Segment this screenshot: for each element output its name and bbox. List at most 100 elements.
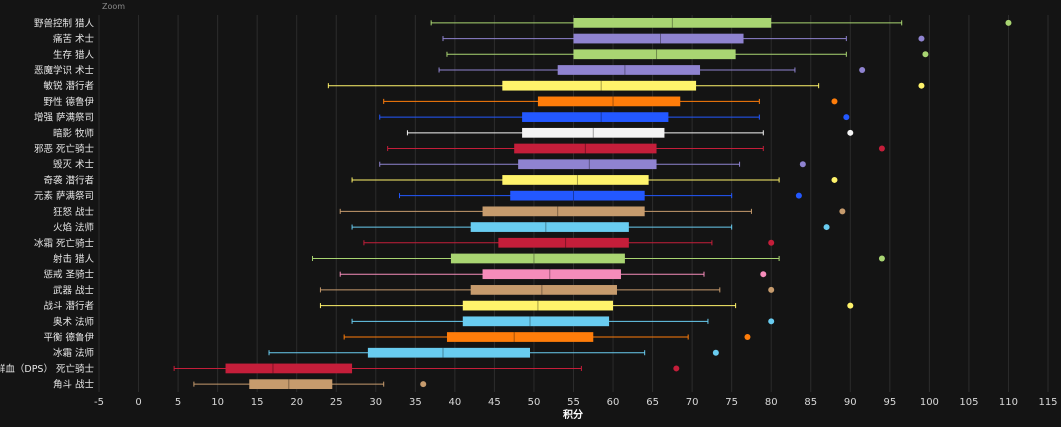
box-iqr [502, 80, 697, 91]
box-iqr [225, 363, 353, 374]
box-iqr [482, 269, 621, 280]
box-item [339, 269, 767, 280]
category-label: 野兽控制 猎人 [34, 17, 95, 29]
x-tick-label: 15 [251, 397, 264, 408]
box-item [430, 17, 1012, 28]
box-item [351, 316, 775, 327]
outlier-point [847, 129, 854, 136]
category-label: 角斗 战士 [53, 379, 95, 391]
x-tick-label: 35 [409, 397, 422, 408]
outlier-point [1005, 19, 1012, 26]
category-label: 惩戒 圣骑士 [43, 269, 94, 281]
category-label: 野性 德鲁伊 [43, 96, 94, 108]
category-label: 邪恶 死亡骑士 [34, 143, 95, 155]
x-tick-label: 95 [883, 397, 896, 408]
box-iqr [518, 159, 657, 170]
x-tick-label: 100 [920, 397, 939, 408]
x-tick-label: 50 [528, 397, 541, 408]
outlier-point [843, 114, 850, 121]
x-tick-label: -5 [94, 397, 104, 408]
category-label: 冰霜 死亡骑士 [34, 237, 95, 249]
outlier-point [831, 98, 838, 105]
grid-layer [98, 15, 1049, 392]
category-label: 生存 猎人 [53, 49, 95, 61]
category-label: 战斗 潜行者 [43, 300, 94, 312]
outlier-point [768, 286, 775, 293]
box-iqr [450, 253, 625, 264]
x-tick-label: 90 [844, 397, 857, 408]
category-label: 武器 战士 [53, 284, 95, 296]
outlier-point [839, 208, 846, 215]
outlier-point [823, 224, 830, 231]
x-tick-label: 65 [646, 397, 659, 408]
box-iqr [498, 237, 629, 248]
box-iqr [573, 33, 744, 44]
category-label: 火焰 法师 [53, 222, 94, 234]
x-tick-label: 30 [369, 397, 382, 408]
category-label: 狂怒 战士 [53, 206, 95, 218]
box-item [193, 379, 427, 390]
outlier-point [922, 51, 929, 58]
category-label: 暗影 牧师 [53, 127, 94, 139]
x-tick-labels: -5 0 5 10 15 20 25 30 35 40 45 50 55 60 65 70 75 80 85 90 95… [94, 397, 1058, 408]
box-iqr [367, 347, 531, 358]
box-iqr [573, 17, 772, 28]
x-tick-label: 115 [1038, 397, 1057, 408]
x-tick-label: 10 [211, 397, 224, 408]
box-iqr [470, 222, 629, 232]
x-tick-label: 40 [449, 397, 462, 408]
x-tick-label: 5 [175, 397, 181, 408]
category-label: 奥术 法师 [53, 316, 94, 328]
category-label: 毁灭 术士 [53, 159, 95, 171]
box-iqr [557, 65, 701, 75]
box-item [442, 33, 925, 44]
outlier-point [859, 66, 866, 73]
box-item [438, 65, 866, 75]
outlier-point [744, 334, 751, 341]
x-tick-label: 25 [330, 397, 343, 408]
x-axis-label: 积分 [563, 408, 583, 421]
x-tick-label: 85 [804, 397, 817, 408]
box-iqr [522, 112, 669, 122]
category-label: 增强 萨满祭司 [34, 112, 94, 124]
x-tick-label: 60 [607, 397, 620, 408]
category-label: 冰霜 法师 [53, 347, 94, 359]
box-iqr [502, 175, 649, 185]
box-item [173, 363, 680, 374]
outlier-point [768, 239, 775, 246]
category-label: 元素 萨满祭司 [34, 190, 94, 202]
box-iqr [510, 190, 645, 201]
outlier-point [799, 161, 806, 168]
category-label: 痛苦 术士 [53, 33, 95, 45]
box-layer [173, 17, 1012, 390]
box-item [446, 49, 929, 60]
outlier-point [918, 35, 925, 42]
box-item [343, 332, 751, 342]
box-iqr [537, 96, 681, 107]
x-tick-label: 55 [567, 397, 580, 408]
box-item [387, 143, 885, 154]
outlier-point [712, 349, 719, 356]
box-iqr [470, 285, 617, 295]
box-item [319, 285, 775, 295]
outlier-point [878, 255, 885, 262]
box-item [351, 175, 838, 185]
x-tick-label: 70 [686, 397, 699, 408]
outlier-point [673, 365, 680, 372]
x-tick-label: 20 [290, 397, 303, 408]
box-item [399, 190, 802, 201]
box-iqr [482, 206, 645, 217]
category-label: 敏锐 潜行者 [43, 80, 94, 92]
box-item [379, 159, 806, 170]
category-label: 射击 猎人 [53, 253, 95, 265]
box-item [339, 206, 846, 217]
box-iqr [462, 300, 614, 311]
box-iqr [573, 49, 736, 60]
box-item [363, 237, 775, 248]
box-iqr [249, 379, 333, 390]
outlier-point [831, 176, 838, 183]
box-iqr [446, 332, 594, 342]
x-tick-label: 45 [488, 397, 501, 408]
outlier-point [420, 381, 427, 388]
